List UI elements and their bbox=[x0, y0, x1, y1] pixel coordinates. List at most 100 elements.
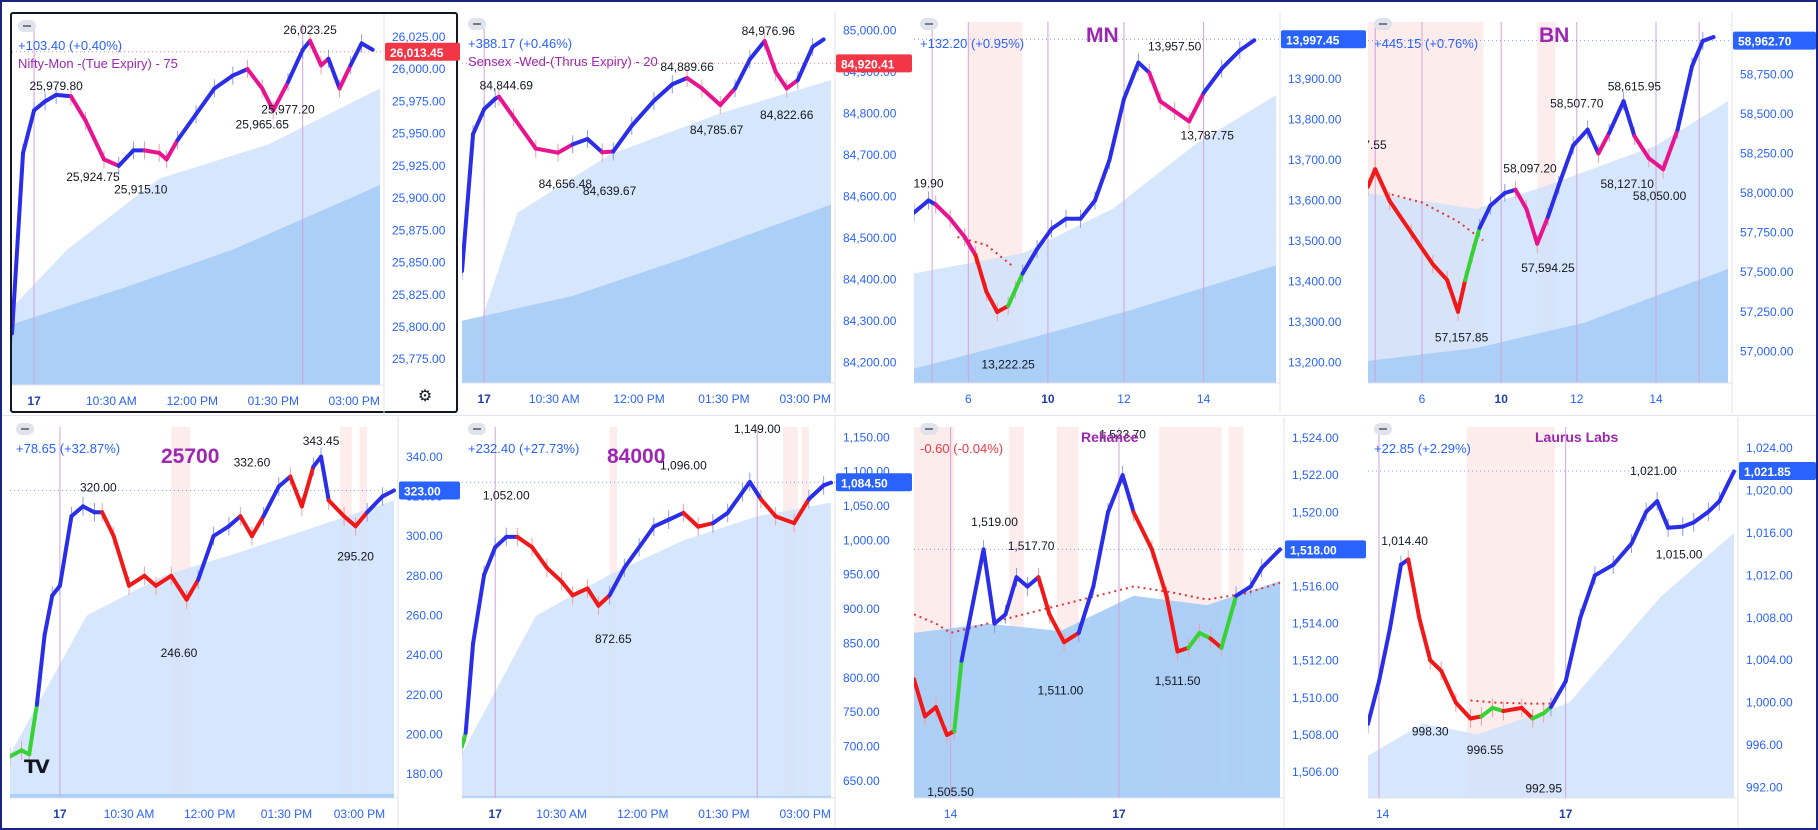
price-segment bbox=[821, 480, 833, 488]
x-tick-label: 12:00 PM bbox=[613, 392, 664, 406]
pane-drag-handle[interactable] bbox=[1374, 423, 1392, 435]
price-segment bbox=[1661, 127, 1680, 172]
price-segment bbox=[651, 517, 671, 529]
chart-svg-mn[interactable]: 13,900.00 13,800.00 13,700.00 13,600.00 13,5… bbox=[914, 12, 1366, 413]
price-segment bbox=[68, 94, 88, 123]
chart-panel-sensex[interactable]: 85,000.0084,900.0084,800.0084,700.0084,6… bbox=[462, 12, 912, 413]
chart-panel-opt84000[interactable]: 1,150.00 1,100.00 1,050.00 1,000.00 950.00 90… bbox=[462, 417, 912, 828]
price-segment bbox=[773, 69, 789, 91]
price-segment bbox=[326, 56, 342, 91]
price-data-label: 25,979.80 bbox=[29, 79, 83, 93]
chart-svg-nifty[interactable]: 26,025.00 26,000.00 25,975.00 25,950.00 25,9… bbox=[12, 14, 460, 415]
y-tick-label: 1,514.00 bbox=[1292, 617, 1339, 631]
y-tick-label: 240.00 bbox=[406, 648, 443, 662]
y-tick-label: 57,250.00 bbox=[1740, 305, 1794, 319]
chart-panel-reliance[interactable]: 1,524.00 1,522.00 1,520.00 1,518.00 1,516.00… bbox=[914, 417, 1366, 828]
price-data-label: 84,639.67 bbox=[583, 184, 637, 198]
x-tick-label: 03:00 PM bbox=[329, 394, 380, 408]
price-segment bbox=[1611, 541, 1634, 567]
pane-drag-handle[interactable] bbox=[1374, 18, 1392, 30]
price-segment bbox=[511, 115, 538, 151]
pane-drag-handle[interactable] bbox=[920, 18, 938, 30]
price-segment bbox=[962, 234, 978, 258]
volume-area bbox=[1368, 269, 1728, 383]
last-price-tag bbox=[1733, 31, 1816, 50]
pane-drag-handle[interactable] bbox=[468, 423, 486, 435]
chart-svg-opt25700[interactable]: 340.00 320.00 300.00 280.00 260.00 240.00 220.… bbox=[10, 417, 460, 828]
x-tick-label: 17 bbox=[477, 392, 491, 406]
price-segment bbox=[337, 63, 353, 91]
x-tick-label: 01:30 PM bbox=[698, 392, 749, 406]
price-segment bbox=[981, 547, 997, 626]
symbol-subtitle: Laurus Labs bbox=[1535, 429, 1619, 445]
price-segment bbox=[792, 497, 811, 526]
y-tick-label: 84,700.00 bbox=[843, 148, 897, 162]
price-segment bbox=[585, 137, 605, 155]
price-data-label: 320.00 bbox=[80, 480, 117, 494]
price-segment bbox=[1530, 711, 1546, 721]
price-segment bbox=[27, 702, 39, 757]
price-segment bbox=[226, 514, 243, 529]
symbol-subtitle: Sensex -Wed-(Thrus Expiry) - 20 bbox=[468, 54, 658, 69]
y-tick-label: 1,506.00 bbox=[1292, 765, 1339, 779]
chart-panel-nifty[interactable]: 26,025.00 26,000.00 25,975.00 25,950.00 25,9… bbox=[10, 12, 460, 415]
y-tick-label: 220.00 bbox=[406, 688, 443, 702]
price-segment bbox=[515, 534, 535, 550]
price-segment bbox=[116, 148, 136, 168]
y-tick-label: 13,400.00 bbox=[1288, 275, 1342, 289]
chart-svg-opt84000[interactable]: 1,150.001,100.001,050.001,000.00950.0090… bbox=[462, 417, 912, 828]
last-price-label: 1,518.00 bbox=[1290, 543, 1337, 557]
price-segment bbox=[1076, 584, 1096, 635]
price-data-label: 58,127.10 bbox=[1601, 177, 1655, 191]
price-segment bbox=[471, 572, 487, 646]
price-segment bbox=[1248, 565, 1264, 589]
price-segment bbox=[276, 474, 293, 489]
chart-svg-bn[interactable]: 58,750.00 58,500.00 58,250.00 58,000.00 57,7… bbox=[1368, 12, 1816, 413]
y-tick-label: 25,800.00 bbox=[392, 320, 446, 334]
price-segment bbox=[1477, 203, 1493, 230]
pane-drag-handle[interactable] bbox=[920, 423, 938, 435]
price-segment bbox=[970, 547, 986, 608]
x-tick-label: 03:00 PM bbox=[779, 807, 830, 821]
price-segment bbox=[1717, 469, 1736, 504]
price-segment bbox=[1691, 509, 1711, 525]
y-tick-label: 1,020.00 bbox=[1746, 484, 1793, 498]
chart-panel-bn[interactable]: 58,750.00 58,500.00 58,250.00 58,000.00 57,7… bbox=[1368, 12, 1816, 413]
row-divider bbox=[2, 415, 1816, 416]
average-band-area bbox=[462, 502, 831, 798]
gear-icon[interactable]: ⚙ bbox=[417, 388, 433, 405]
chart-svg-reliance[interactable]: 1,524.00 1,522.00 1,520.00 1,518.00 1,516.00… bbox=[914, 417, 1366, 828]
chart-panel-laurus[interactable]: 1,024.00 1,020.00 1,016.00 1,012.00 1,008.00… bbox=[1368, 417, 1816, 828]
price-change-text: +78.65 (+32.87%) bbox=[16, 441, 121, 456]
y-tick-label: 650.00 bbox=[843, 774, 880, 788]
price-segment bbox=[1456, 278, 1468, 314]
y-tick-label: 25,825.00 bbox=[392, 288, 446, 302]
pane-drag-handle[interactable] bbox=[18, 20, 36, 32]
price-segment bbox=[914, 677, 927, 719]
price-segment bbox=[42, 593, 55, 638]
price-segment bbox=[1430, 262, 1450, 283]
price-segment bbox=[973, 253, 989, 294]
pane-drag-handle[interactable] bbox=[468, 18, 486, 30]
price-segment bbox=[463, 641, 476, 735]
chart-panel-mn[interactable]: 13,900.00 13,800.00 13,700.00 13,600.00 13,5… bbox=[914, 12, 1366, 413]
y-tick-label: 57,750.00 bbox=[1740, 226, 1794, 240]
price-segment bbox=[1149, 547, 1169, 598]
y-tick-label: 1,016.00 bbox=[1746, 526, 1793, 540]
price-change-text: -0.60 (-0.04%) bbox=[920, 441, 1004, 456]
chart-svg-laurus[interactable]: 1,024.00 1,020.00 1,016.00 1,012.00 1,008.00… bbox=[1368, 417, 1816, 828]
chart-panel-opt25700[interactable]: 340.00 320.00 300.00 280.00 260.00 240.00 220.… bbox=[10, 417, 460, 828]
pane-drag-handle[interactable] bbox=[16, 423, 34, 435]
x-tick-label: 12 bbox=[1117, 392, 1131, 406]
price-segment bbox=[1629, 509, 1649, 546]
price-segment bbox=[1488, 191, 1507, 208]
chart-svg-sensex[interactable]: 85,000.0084,900.0084,800.0084,700.0084,6… bbox=[462, 12, 912, 413]
price-segment bbox=[1675, 64, 1694, 132]
price-segment bbox=[83, 118, 106, 162]
price-segment bbox=[585, 586, 601, 608]
y-tick-label: 1,000.00 bbox=[1746, 696, 1793, 710]
y-tick-label: 25,925.00 bbox=[392, 159, 446, 173]
price-segment bbox=[1439, 668, 1458, 705]
last-price-label: 323.00 bbox=[404, 484, 441, 498]
price-segment bbox=[1578, 573, 1597, 620]
